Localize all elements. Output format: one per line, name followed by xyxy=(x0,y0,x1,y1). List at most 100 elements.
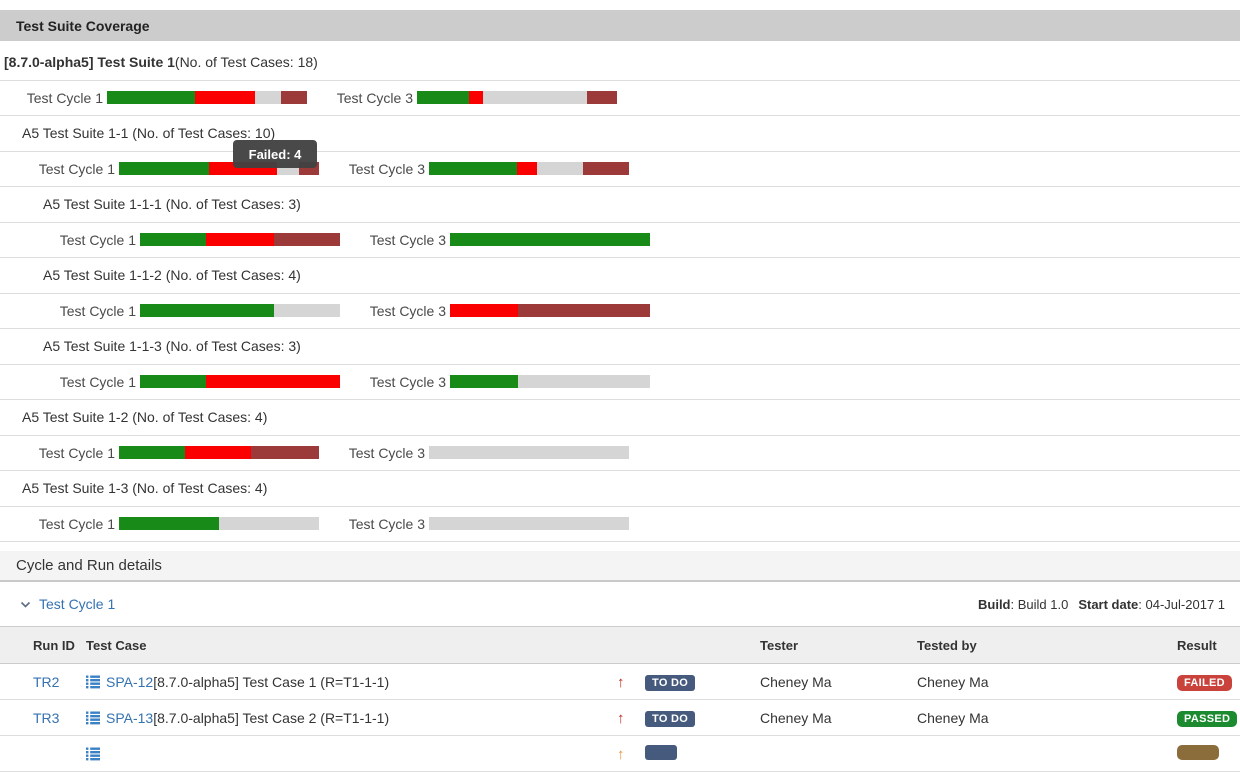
priority-cell: ↑ xyxy=(617,674,645,690)
tooltip-text: Failed: 4 xyxy=(248,146,302,162)
test-cycle-link[interactable]: Test Cycle 1 xyxy=(39,596,116,612)
test-case-list-icon xyxy=(86,675,100,689)
bar-segment-failed[interactable] xyxy=(206,375,340,389)
suite-title-text: A5 Test Suite 1-1-2 (No. of Test Cases: … xyxy=(43,267,301,284)
suite-title-text: A5 Test Suite 1-2 (No. of Test Cases: 4) xyxy=(22,409,268,426)
suite-title-text: A5 Test Suite 1-1-1 (No. of Test Cases: … xyxy=(43,196,301,213)
bar-segment-passed[interactable] xyxy=(119,517,219,531)
result-badge: PASSED xyxy=(1177,710,1238,727)
coverage-progress-bar[interactable] xyxy=(140,233,340,247)
test-case-cell: SPA-12 [8.7.0-alpha5] Test Case 1 (R=T1-… xyxy=(86,674,617,690)
test-cycle-label: Test Cycle 1 xyxy=(38,444,115,461)
test-case-key-link[interactable]: SPA-13 xyxy=(106,709,154,726)
priority-up-arrow-icon: ↑ xyxy=(617,745,625,763)
status-badge[interactable]: TO DO xyxy=(645,674,696,691)
bar-segment-unexecuted[interactable] xyxy=(483,91,587,105)
cycle-row: Test Cycle 1 Build: Build 1.0 Start date:… xyxy=(0,582,1240,627)
bar-segment-failed[interactable] xyxy=(517,162,537,176)
bar-segment-blocked[interactable] xyxy=(274,233,340,247)
result-cell: PASSED xyxy=(1177,709,1240,727)
coverage-progress-bar[interactable] xyxy=(429,517,629,531)
section-title: Test Suite Coverage xyxy=(16,17,150,34)
status-cell xyxy=(645,744,760,763)
run-id-link[interactable]: TR3 xyxy=(0,710,86,726)
test-cycle-label: Test Cycle 1 xyxy=(59,373,136,390)
test-cycle-label: Test Cycle 3 xyxy=(336,89,413,106)
table-row: TR3 SPA-13 [8.7.0-alpha5] Test Case 2 (R=… xyxy=(0,700,1240,736)
coverage-progress-bar[interactable] xyxy=(417,91,617,105)
test-cycle-label: Test Cycle 3 xyxy=(348,515,425,532)
bar-segment-failed[interactable] xyxy=(469,91,483,105)
bar-segment-passed[interactable] xyxy=(417,91,469,105)
bar-segment-passed[interactable] xyxy=(450,375,518,389)
run-id-link[interactable]: TR2 xyxy=(33,673,60,690)
status-badge[interactable] xyxy=(645,744,677,760)
table-row: TR2 SPA-12 [8.7.0-alpha5] Test Case 1 (R=… xyxy=(0,664,1240,700)
bar-segment-passed[interactable] xyxy=(450,233,650,247)
result-cell: FAILED xyxy=(1177,673,1240,691)
test-suite-coverage-header: Test Suite Coverage xyxy=(0,10,1240,41)
bar-segment-passed[interactable] xyxy=(140,304,274,318)
run-id-link[interactable]: TR3 xyxy=(33,709,60,726)
bar-segment-unexecuted[interactable] xyxy=(537,162,583,176)
suite-title-row: A5 Test Suite 1-1-3 (No. of Test Cases: … xyxy=(0,329,1240,365)
bar-segment-blocked[interactable] xyxy=(251,446,319,460)
tester-cell: Cheney Ma xyxy=(760,709,832,726)
coverage-rows: [8.7.0-alpha5] Test Suite 1 (No. of Test… xyxy=(0,45,1240,542)
coverage-bar-row: Test Cycle 1 Test Cycle 3 xyxy=(0,507,1240,542)
bar-segment-passed[interactable] xyxy=(107,91,195,105)
coverage-progress-bar[interactable] xyxy=(450,375,650,389)
test-case-cell xyxy=(86,747,617,761)
bar-segment-unexecuted[interactable] xyxy=(429,517,629,531)
table-row: ↑ xyxy=(0,736,1240,772)
test-cycle-label: Test Cycle 3 xyxy=(369,302,446,319)
bar-segment-passed[interactable] xyxy=(119,162,209,176)
tested-by-cell: Cheney Ma xyxy=(917,673,989,690)
bar-segment-unexecuted[interactable] xyxy=(274,304,340,318)
bar-segment-blocked[interactable] xyxy=(583,162,629,176)
coverage-progress-bar[interactable] xyxy=(119,517,319,531)
test-cycle-label: Test Cycle 3 xyxy=(369,231,446,248)
bar-segment-blocked[interactable] xyxy=(587,91,617,105)
coverage-progress-bar[interactable] xyxy=(107,91,307,105)
bar-segment-passed[interactable] xyxy=(140,375,206,389)
bar-segment-unexecuted[interactable] xyxy=(219,517,319,531)
build-value: : Build 1.0 xyxy=(1010,596,1069,612)
priority-cell: ↑ xyxy=(617,710,645,726)
bar-segment-blocked[interactable] xyxy=(518,304,650,318)
coverage-progress-bar[interactable] xyxy=(119,446,319,460)
bar-segment-failed[interactable] xyxy=(206,233,274,247)
bar-segment-passed[interactable] xyxy=(429,162,517,176)
result-cell xyxy=(1177,744,1240,763)
coverage-progress-bar[interactable] xyxy=(140,375,340,389)
bar-segment-passed[interactable] xyxy=(140,233,206,247)
coverage-progress-bar[interactable] xyxy=(450,304,650,318)
bar-segment-failed[interactable] xyxy=(450,304,518,318)
coverage-bar-row: Test Cycle 1 Test Cycle 3 xyxy=(0,436,1240,471)
chevron-down-icon[interactable] xyxy=(20,601,31,608)
test-cycle-label: Test Cycle 1 xyxy=(26,89,103,106)
suite-title-row: A5 Test Suite 1-1-1 (No. of Test Cases: … xyxy=(0,187,1240,223)
test-case-cell: SPA-13 [8.7.0-alpha5] Test Case 2 (R=T1-… xyxy=(86,710,617,726)
coverage-progress-bar[interactable] xyxy=(429,162,629,176)
start-date-label: Start date xyxy=(1078,596,1139,612)
status-badge[interactable]: TO DO xyxy=(645,710,696,727)
coverage-bar-row: Test Cycle 1 Test Cycle 3 xyxy=(0,152,1240,187)
bar-segment-unexecuted[interactable] xyxy=(429,446,629,460)
cycle-run-details-header: Cycle and Run details xyxy=(0,551,1240,582)
bar-segment-passed[interactable] xyxy=(119,446,185,460)
priority-up-arrow-icon: ↑ xyxy=(617,673,625,691)
coverage-bar-row: Test Cycle 1 Test Cycle 3 xyxy=(0,81,1240,116)
test-case-key-link[interactable]: SPA-12 xyxy=(106,673,154,690)
coverage-progress-bar[interactable] xyxy=(140,304,340,318)
bar-segment-unexecuted[interactable] xyxy=(518,375,650,389)
coverage-progress-bar[interactable] xyxy=(450,233,650,247)
run-id-link[interactable]: TR2 xyxy=(0,674,86,690)
coverage-progress-bar[interactable] xyxy=(429,446,629,460)
bar-segment-unexecuted[interactable] xyxy=(255,91,281,105)
bar-segment-failed[interactable] xyxy=(195,91,255,105)
bar-segment-blocked[interactable] xyxy=(281,91,307,105)
run-table-body: TR2 SPA-12 [8.7.0-alpha5] Test Case 1 (R=… xyxy=(0,664,1240,772)
bar-segment-failed[interactable] xyxy=(185,446,251,460)
suite-title-row: A5 Test Suite 1-1 (No. of Test Cases: 10… xyxy=(0,116,1240,152)
